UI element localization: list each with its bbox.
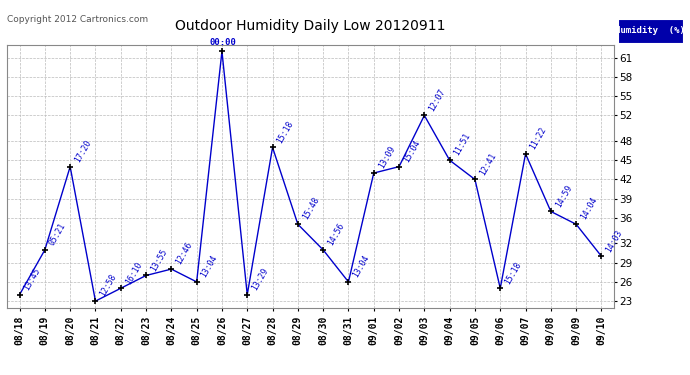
- Text: 15:18: 15:18: [503, 260, 523, 285]
- Text: 14:56: 14:56: [326, 222, 346, 247]
- Text: 15:18: 15:18: [275, 119, 295, 145]
- Text: Humidity  (%): Humidity (%): [615, 26, 685, 36]
- Text: 11:51: 11:51: [453, 132, 473, 158]
- Text: 17:20: 17:20: [73, 138, 93, 164]
- Text: Outdoor Humidity Daily Low 20120911: Outdoor Humidity Daily Low 20120911: [175, 19, 446, 33]
- Text: 13:09: 13:09: [377, 145, 397, 170]
- Text: 16:10: 16:10: [124, 260, 144, 285]
- Text: 12:07: 12:07: [427, 87, 447, 112]
- Text: 13:55: 13:55: [149, 247, 169, 273]
- Text: 14:59: 14:59: [553, 183, 573, 209]
- Text: 14:04: 14:04: [579, 196, 599, 222]
- Text: 13:04: 13:04: [199, 254, 219, 279]
- Text: 12:46: 12:46: [174, 241, 194, 266]
- Text: 12:58: 12:58: [98, 273, 118, 298]
- Text: 00:00: 00:00: [210, 38, 237, 47]
- Text: 13:29: 13:29: [250, 266, 270, 292]
- Text: Copyright 2012 Cartronics.com: Copyright 2012 Cartronics.com: [7, 15, 148, 24]
- Text: 14:03: 14:03: [604, 228, 624, 254]
- Text: 15:04: 15:04: [402, 138, 422, 164]
- Text: 15:48: 15:48: [301, 196, 321, 222]
- Text: 05:21: 05:21: [48, 222, 68, 247]
- Text: 11:22: 11:22: [529, 126, 549, 151]
- Text: 13:45: 13:45: [22, 266, 42, 292]
- Text: 12:41: 12:41: [477, 151, 497, 177]
- Text: 13:04: 13:04: [351, 254, 371, 279]
